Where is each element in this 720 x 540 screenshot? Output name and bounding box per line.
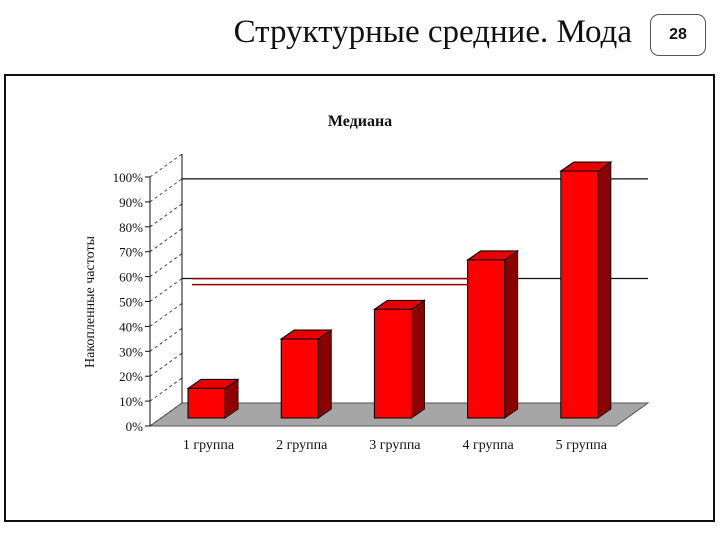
- wall-gridline: [149, 228, 183, 253]
- y-tick-label: 10%: [119, 394, 143, 409]
- wall-gridline: [149, 253, 183, 278]
- x-tick-label: 3 группа: [369, 438, 421, 453]
- x-tick-label: 4 группа: [462, 438, 514, 453]
- wall-gridline: [149, 278, 183, 302]
- x-tick-label: 2 группа: [276, 438, 328, 453]
- y-tick-label: 60%: [119, 270, 143, 285]
- y-tick-label: 100%: [113, 170, 144, 185]
- wall-gridline: [149, 153, 183, 178]
- x-tick-label: 5 группа: [556, 438, 608, 453]
- y-tick-label: 40%: [119, 319, 143, 334]
- y-axis-label: Накопленные частоты: [83, 235, 98, 368]
- bar: [279, 329, 333, 419]
- bar-side: [317, 329, 332, 419]
- bar: [559, 161, 613, 419]
- y-tick-label: 80%: [119, 220, 143, 235]
- y-tick-label: 0%: [126, 419, 144, 434]
- bar: [372, 299, 427, 419]
- y-tick-label: 50%: [119, 295, 143, 310]
- bar: [186, 378, 240, 419]
- bar-side: [504, 249, 519, 419]
- y-tick-label: 20%: [119, 369, 143, 384]
- wall-gridline: [149, 402, 183, 427]
- bar-front: [560, 170, 599, 419]
- wall-gridline: [149, 302, 183, 327]
- y-tick-label: 70%: [119, 245, 143, 260]
- bar-side: [410, 299, 425, 419]
- wall-gridline: [149, 377, 183, 402]
- wall-gridline: [149, 327, 183, 352]
- slide-title: Структурные средние. Мода: [233, 14, 632, 50]
- bar-side: [597, 161, 612, 419]
- chart-frame: [4, 74, 715, 522]
- bar-front: [187, 387, 226, 419]
- wall-gridline: [149, 178, 183, 203]
- bar: [465, 249, 520, 419]
- wall-gridline: [149, 352, 183, 377]
- page-number: 28: [650, 14, 706, 56]
- bar-front: [280, 338, 319, 419]
- y-tick-label: 90%: [119, 195, 143, 210]
- y-tick-label: 30%: [119, 344, 143, 359]
- bar-front: [373, 308, 412, 419]
- wall-gridline: [149, 203, 183, 228]
- chart-title: Медиана: [328, 113, 392, 130]
- x-tick-label: 1 группа: [183, 438, 235, 453]
- bar-front: [467, 259, 506, 419]
